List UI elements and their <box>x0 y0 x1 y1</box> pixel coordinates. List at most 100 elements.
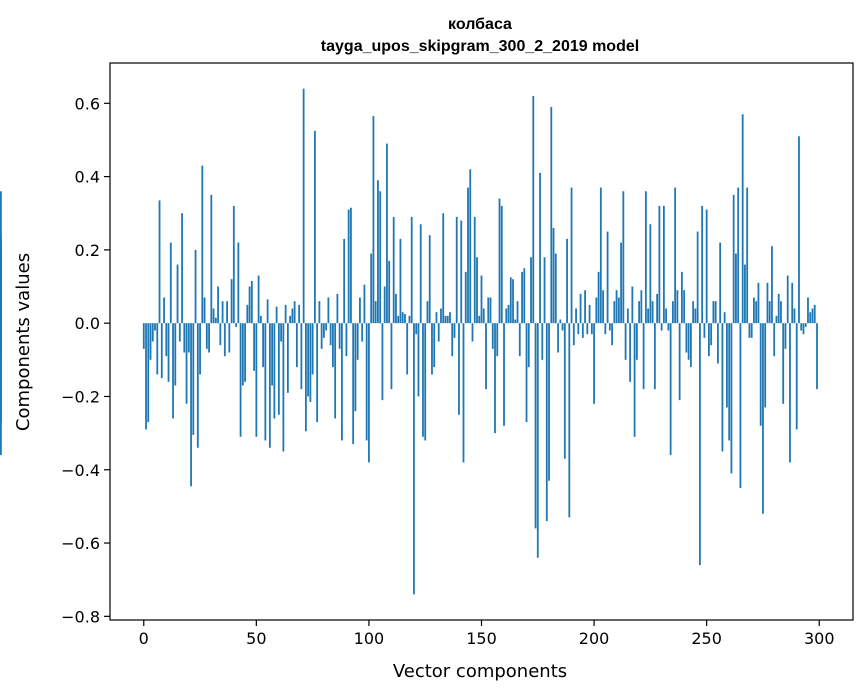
bar <box>494 323 496 434</box>
bar <box>390 323 393 390</box>
bar <box>343 238 346 324</box>
bar <box>577 323 580 335</box>
bar <box>505 308 508 324</box>
bar <box>780 301 782 324</box>
bar <box>232 205 235 324</box>
bar <box>350 207 352 324</box>
bar <box>534 323 537 529</box>
bar <box>431 323 433 375</box>
bar <box>714 301 717 324</box>
bar <box>516 301 519 324</box>
bar <box>795 323 798 430</box>
bar <box>219 323 222 346</box>
bar <box>773 323 776 357</box>
bar <box>458 323 460 415</box>
bar <box>566 238 568 324</box>
bar <box>365 323 368 441</box>
bar <box>570 187 573 324</box>
bar <box>199 323 201 375</box>
bar <box>329 323 332 346</box>
bar <box>658 205 661 324</box>
bar <box>471 323 474 342</box>
bar <box>266 299 269 324</box>
bar <box>489 297 492 324</box>
bar <box>208 323 210 353</box>
bar <box>626 308 629 324</box>
bar <box>419 224 422 324</box>
bar <box>277 323 280 415</box>
x-axis-label: Vector components <box>393 661 567 682</box>
bar <box>782 323 785 404</box>
bar <box>201 165 204 324</box>
y-axis-label: Components values <box>13 253 34 431</box>
bar <box>613 301 616 324</box>
bar <box>160 323 163 379</box>
bar <box>507 304 510 324</box>
bar <box>397 315 400 324</box>
y-tick-label: −0.4 <box>61 461 100 480</box>
bar <box>334 323 337 419</box>
bar <box>532 95 535 324</box>
bar <box>374 301 377 324</box>
bar <box>257 275 260 324</box>
bar <box>462 323 465 463</box>
bar <box>408 315 411 324</box>
bar <box>696 231 699 324</box>
bar <box>221 301 224 324</box>
bar <box>347 209 350 324</box>
bar <box>302 88 305 324</box>
bar <box>169 242 172 324</box>
bar <box>496 323 499 357</box>
bar <box>491 323 494 349</box>
bar <box>417 323 420 397</box>
bar <box>581 323 584 338</box>
bar <box>435 312 438 324</box>
bar <box>759 323 762 426</box>
bar <box>784 323 787 349</box>
bar <box>712 301 715 324</box>
bar <box>541 323 544 360</box>
bar <box>284 304 287 324</box>
bar <box>406 323 409 375</box>
bar <box>392 216 395 324</box>
bar <box>293 301 296 324</box>
bar <box>196 323 199 448</box>
bar <box>777 293 780 324</box>
y-ticks: −0.8 −0.6 −0.4 −0.2 0.0 0.2 0.4 0.6 <box>61 94 110 626</box>
y-tick-label: −0.2 <box>61 387 100 406</box>
bar <box>680 271 683 324</box>
x-tick-label: 300 <box>804 629 835 648</box>
chart-title: колбаса <box>448 16 512 33</box>
bar <box>739 323 742 489</box>
bar <box>593 323 595 404</box>
bar <box>255 323 258 437</box>
x-tick-label: 200 <box>579 629 610 648</box>
bar <box>464 271 467 324</box>
bar <box>0 191 2 324</box>
bar <box>372 116 375 324</box>
bar <box>629 323 631 382</box>
bar <box>381 323 384 401</box>
y-tick-label: 0.6 <box>75 94 100 113</box>
bar <box>286 323 289 393</box>
x-tick-label: 100 <box>354 629 385 648</box>
bar <box>750 323 753 338</box>
bar <box>746 187 749 324</box>
bar <box>176 264 179 324</box>
bar <box>147 323 150 423</box>
bar <box>424 323 427 441</box>
bar <box>735 253 737 324</box>
bar <box>737 187 740 324</box>
bar <box>313 130 316 324</box>
bar <box>273 323 276 419</box>
bar <box>572 323 575 346</box>
bar <box>644 191 647 324</box>
bar <box>320 323 323 349</box>
bar <box>559 319 562 324</box>
bar <box>807 297 809 324</box>
bar <box>248 286 251 324</box>
bar <box>527 323 530 368</box>
bar <box>503 323 505 426</box>
bar <box>744 264 746 324</box>
